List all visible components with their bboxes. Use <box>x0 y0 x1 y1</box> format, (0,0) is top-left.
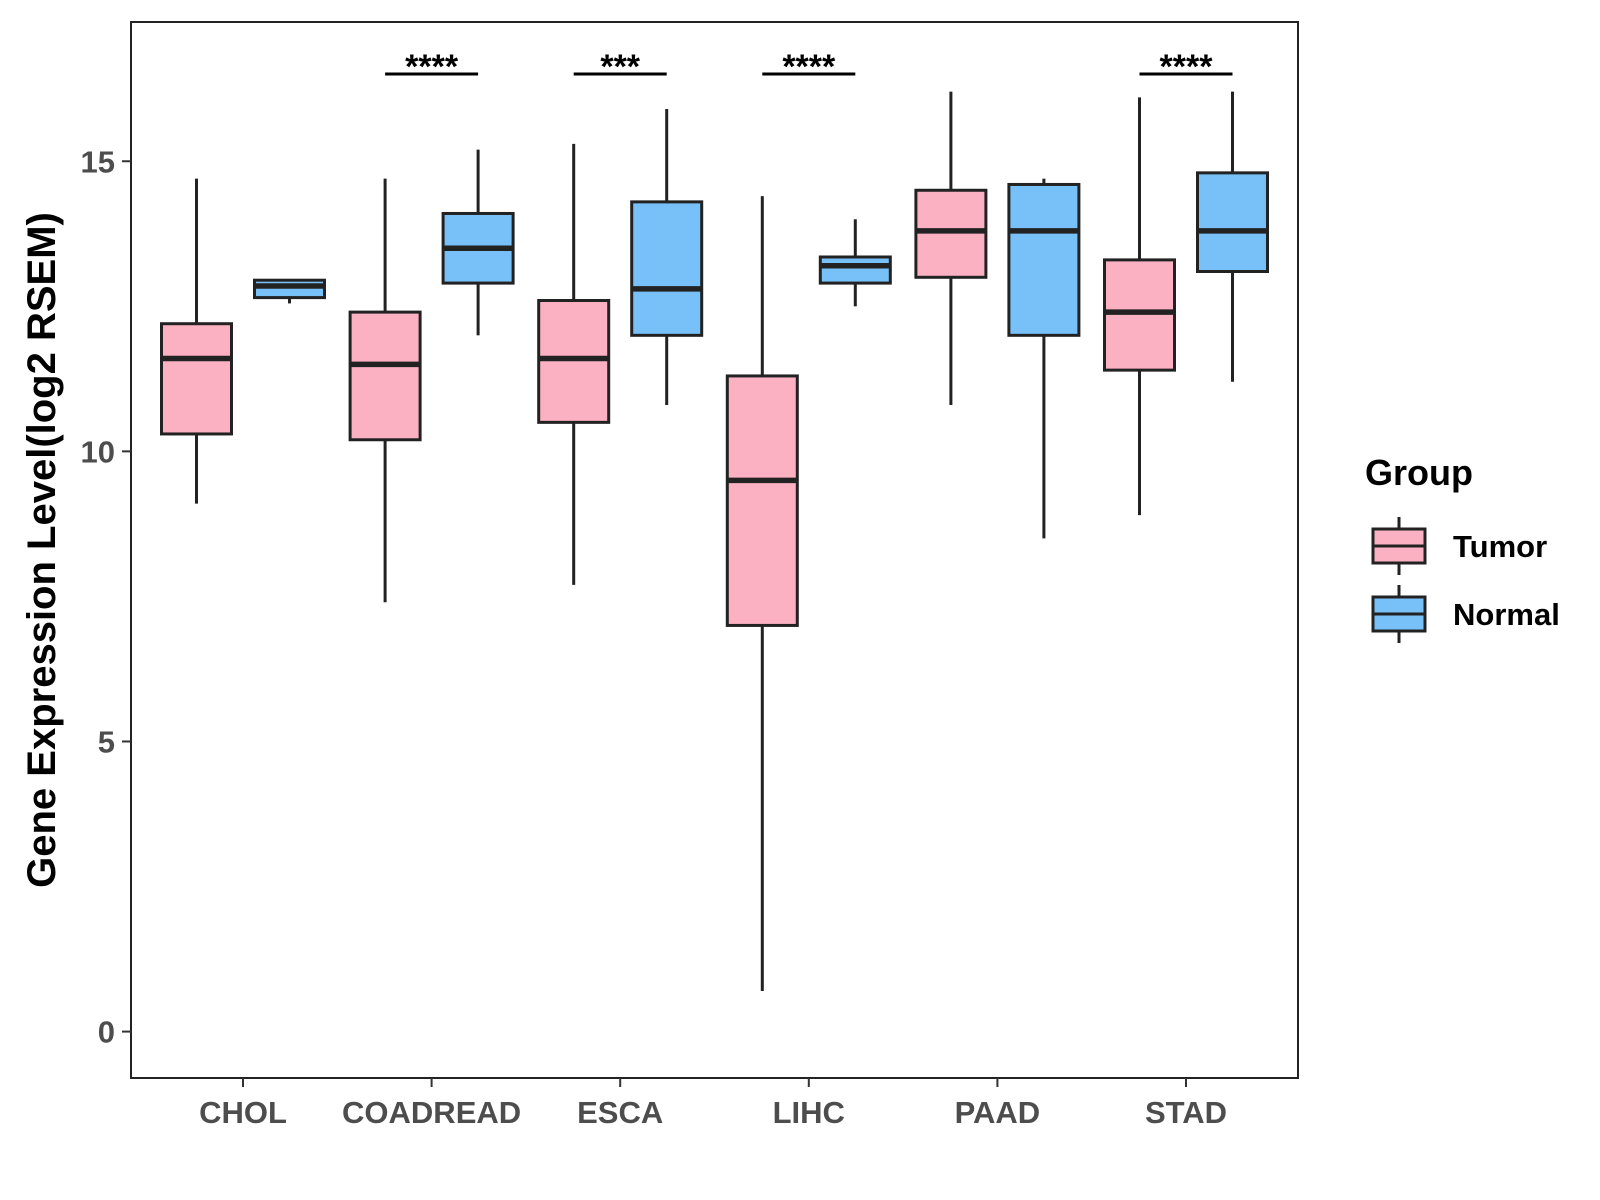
significance-label: **** <box>405 48 459 86</box>
box-tumor-coadread <box>348 178 422 603</box>
box-body <box>1196 171 1269 273</box>
box-body <box>1103 258 1176 372</box>
box-body <box>160 322 233 436</box>
box-tumor-esca <box>537 143 611 585</box>
legend-entry-normal: Normal <box>1371 585 1560 643</box>
significance-label: **** <box>782 48 836 86</box>
significance-label: *** <box>600 48 640 86</box>
y-tick-label: 5 <box>98 724 115 759</box>
box-body <box>630 200 704 337</box>
x-axis: CHOL COADREAD ESCA LIHC PAAD STAD <box>199 1078 1227 1130</box>
box-normal-paad <box>1007 178 1081 539</box>
box-body <box>348 310 422 442</box>
x-tick-label: CHOL <box>199 1095 287 1130</box>
significance-layer: **** *** **** **** <box>385 48 1233 86</box>
y-tick-label: 0 <box>98 1015 115 1050</box>
x-tick-label: COADREAD <box>342 1095 521 1130</box>
box-normal-coadread <box>441 149 515 336</box>
x-tick-label: LIHC <box>773 1095 845 1130</box>
box-tumor-lihc <box>725 196 799 991</box>
box-normal-esca <box>630 109 704 405</box>
box-body <box>818 255 892 285</box>
box-body <box>914 188 988 279</box>
legend-label: Tumor <box>1453 529 1547 564</box>
box-body <box>253 278 326 300</box>
box-normal-stad <box>1196 91 1269 382</box>
box-body <box>725 374 799 627</box>
y-tick-label: 10 <box>81 434 115 469</box>
box-tumor-chol <box>160 178 233 504</box>
legend-entry-tumor: Tumor <box>1371 517 1547 575</box>
y-axis-title: Gene Expression Level(log2 RSEM) <box>20 212 64 888</box>
box-body <box>537 299 611 424</box>
box-normal-lihc <box>818 219 892 307</box>
box-tumor-paad <box>914 91 988 405</box>
box-tumor-stad <box>1103 97 1176 516</box>
panel-border <box>130 21 1299 1079</box>
legend: Group Tumor Normal <box>1365 452 1560 643</box>
legend-label: Normal <box>1453 597 1560 632</box>
y-axis: 0 5 10 15 <box>81 144 131 1050</box>
x-tick-label: ESCA <box>577 1095 663 1130</box>
box-normal-chol <box>253 278 326 304</box>
box-body <box>1007 182 1081 337</box>
y-tick-label: 15 <box>81 144 115 179</box>
significance-label: **** <box>1160 48 1214 86</box>
legend-title: Group <box>1365 452 1473 493</box>
x-tick-label: STAD <box>1145 1095 1227 1130</box>
box-layer <box>160 91 1269 991</box>
x-tick-label: PAAD <box>955 1095 1041 1130</box>
